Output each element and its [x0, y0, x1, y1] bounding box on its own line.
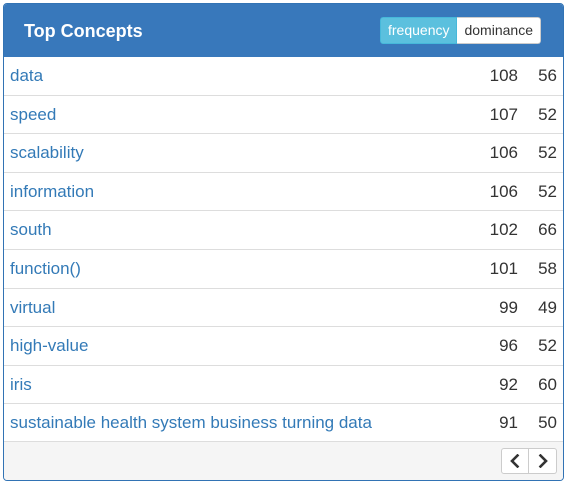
sort-toggle: frequency dominance — [380, 17, 541, 44]
list-item: high-value 96 52 — [4, 327, 563, 366]
concept-link[interactable]: speed — [10, 104, 57, 124]
dominance-value: 60 — [538, 374, 557, 394]
dominance-value: 58 — [538, 258, 557, 278]
list-item: function() 101 58 — [4, 250, 563, 289]
concept-link[interactable]: information — [10, 181, 95, 201]
frequency-value: 92 — [499, 374, 518, 394]
frequency-value: 106 — [489, 181, 518, 201]
next-page-button[interactable] — [529, 448, 557, 474]
list-item: iris 92 60 — [4, 366, 563, 405]
dominance-value: 52 — [538, 336, 557, 356]
frequency-value: 91 — [499, 413, 518, 433]
list-item: information 106 52 — [4, 173, 563, 212]
chevron-left-icon — [510, 454, 520, 468]
list-item: scalability 106 52 — [4, 134, 563, 173]
list-item: south 102 66 — [4, 211, 563, 250]
concept-link[interactable]: data — [10, 66, 44, 85]
list-item: data 108 56 — [4, 57, 563, 96]
frequency-value: 101 — [489, 258, 518, 278]
concept-link[interactable]: high-value — [10, 336, 89, 356]
list-item: speed 107 52 — [4, 96, 563, 135]
pager — [501, 448, 557, 474]
frequency-value: 99 — [499, 297, 518, 317]
panel-heading: Top Concepts frequency dominance — [4, 4, 563, 57]
concept-link[interactable]: function() — [10, 258, 81, 278]
concept-link[interactable]: iris — [10, 374, 32, 394]
list-item: virtual 99 49 — [4, 289, 563, 328]
dominance-value: 52 — [538, 181, 557, 201]
concept-list: data 108 56 speed 107 52 scalability 106… — [4, 57, 563, 443]
dominance-value: 52 — [538, 143, 557, 163]
concept-link[interactable]: south — [10, 220, 52, 240]
panel-footer — [4, 441, 563, 480]
previous-page-button[interactable] — [501, 448, 529, 474]
concept-link[interactable]: sustainable health system business turni… — [10, 413, 372, 433]
dominance-value: 66 — [538, 220, 557, 240]
frequency-value: 107 — [489, 104, 518, 124]
dominance-value: 49 — [538, 297, 557, 317]
chevron-right-icon — [538, 454, 548, 468]
concept-link[interactable]: virtual — [10, 297, 56, 317]
frequency-value: 102 — [489, 220, 518, 240]
top-concepts-panel: Top Concepts frequency dominance data 10… — [3, 3, 564, 481]
frequency-value: 106 — [489, 143, 518, 163]
list-item: sustainable health system business turni… — [4, 404, 563, 443]
frequency-value: 108 — [489, 66, 518, 85]
frequency-value: 96 — [499, 336, 518, 356]
concept-link[interactable]: scalability — [10, 143, 84, 163]
dominance-value: 50 — [538, 413, 557, 433]
dominance-value: 56 — [538, 66, 557, 85]
dominance-toggle-button[interactable]: dominance — [457, 17, 541, 44]
frequency-toggle-button[interactable]: frequency — [380, 17, 458, 44]
panel-title: Top Concepts — [24, 21, 143, 41]
dominance-value: 52 — [538, 104, 557, 124]
